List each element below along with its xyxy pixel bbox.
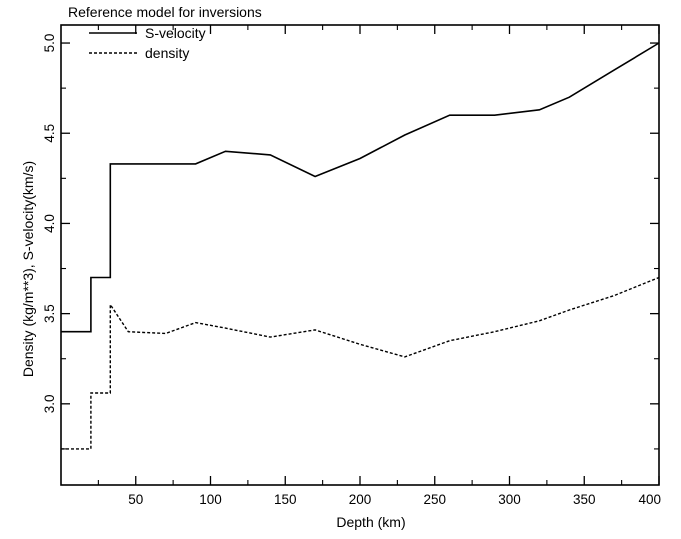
x-tick-label-100: 100 [199,492,222,507]
x-tick-label-50: 50 [128,492,143,507]
y-tick-label-3.0: 3.0 [42,394,57,413]
y-axis-label: Density (kg/m**3), S-velocity(km/s) [20,161,36,377]
x-tick-label-150: 150 [274,492,297,507]
series-line-s-velocity [61,42,660,333]
legend-label-density: density [145,45,189,61]
y-tick-label-5.0: 5.0 [42,34,57,53]
x-tick-label-300: 300 [498,492,521,507]
y-tick-label-4.0: 4.0 [42,214,57,233]
x-axis-label: Depth (km) [336,514,405,530]
x-tick-label-400: 400 [638,492,661,507]
y-tick-label-3.5: 3.5 [42,304,57,323]
x-tick-label-200: 200 [349,492,372,507]
y-tick-label-4.5: 4.5 [42,124,57,143]
x-tick-label-350: 350 [573,492,596,507]
chart-title: Reference model for inversions [68,4,262,20]
x-tick-label-250: 250 [423,492,446,507]
legend-label-s-velocity: S-velocity [145,25,206,41]
plot-frame [60,24,660,486]
series-line-density [61,276,660,450]
